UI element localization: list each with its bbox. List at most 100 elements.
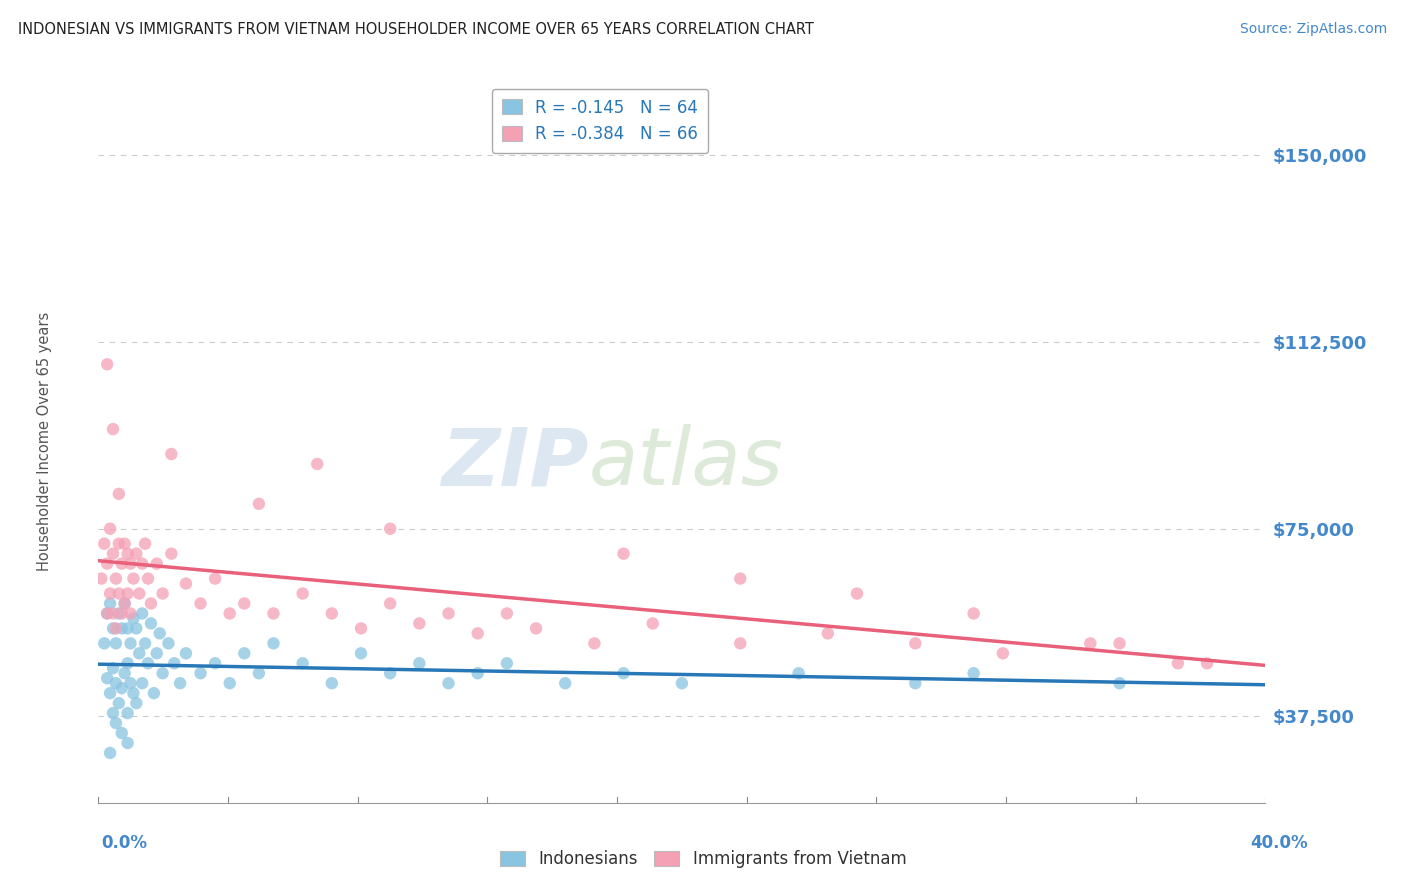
Point <box>134 636 156 650</box>
Point <box>1167 657 1189 671</box>
Point <box>96 607 118 621</box>
Point <box>524 621 547 635</box>
Point <box>117 657 139 671</box>
Point <box>111 557 134 571</box>
Point <box>730 636 752 650</box>
Point <box>96 557 118 571</box>
Point <box>437 676 460 690</box>
Point <box>174 646 197 660</box>
Point <box>962 666 984 681</box>
Point <box>134 537 156 551</box>
Point <box>98 522 121 536</box>
Point <box>160 547 183 561</box>
Point <box>152 666 174 681</box>
Point <box>139 597 162 611</box>
Point <box>114 597 136 611</box>
Point <box>169 676 191 690</box>
Point <box>104 572 127 586</box>
Legend: Indonesians, Immigrants from Vietnam: Indonesians, Immigrants from Vietnam <box>494 844 912 875</box>
Point <box>122 686 145 700</box>
Point <box>146 557 169 571</box>
Point <box>93 636 115 650</box>
Point <box>263 636 285 650</box>
Text: INDONESIAN VS IMMIGRANTS FROM VIETNAM HOUSEHOLDER INCOME OVER 65 YEARS CORRELATI: INDONESIAN VS IMMIGRANTS FROM VIETNAM HO… <box>18 22 814 37</box>
Text: 40.0%: 40.0% <box>1250 834 1308 852</box>
Point <box>111 681 134 696</box>
Point <box>380 522 402 536</box>
Point <box>321 607 343 621</box>
Point <box>120 557 142 571</box>
Point <box>218 607 240 621</box>
Point <box>291 586 314 600</box>
Point <box>96 671 118 685</box>
Point <box>204 657 226 671</box>
Point <box>190 597 212 611</box>
Point <box>146 646 169 660</box>
Point <box>120 676 142 690</box>
Point <box>104 676 127 690</box>
Point <box>408 657 430 671</box>
Point <box>120 607 142 621</box>
Point <box>152 586 174 600</box>
Point <box>108 537 131 551</box>
Point <box>125 547 148 561</box>
Text: Source: ZipAtlas.com: Source: ZipAtlas.com <box>1240 22 1388 37</box>
Point <box>101 422 124 436</box>
Point <box>846 586 869 600</box>
Point <box>114 597 136 611</box>
Point <box>96 357 118 371</box>
Y-axis label: Householder Income Over 65 years: Householder Income Over 65 years <box>37 312 52 571</box>
Point <box>247 497 270 511</box>
Point <box>90 572 112 586</box>
Point <box>98 686 121 700</box>
Point <box>350 646 373 660</box>
Point <box>111 621 134 635</box>
Point <box>817 626 839 640</box>
Point <box>496 657 519 671</box>
Point <box>554 676 576 690</box>
Point <box>104 636 127 650</box>
Point <box>139 616 162 631</box>
Point <box>991 646 1014 660</box>
Point <box>233 597 256 611</box>
Point <box>641 616 664 631</box>
Point <box>101 661 124 675</box>
Point <box>117 586 139 600</box>
Point <box>104 716 127 731</box>
Point <box>114 666 136 681</box>
Point <box>467 626 489 640</box>
Point <box>125 696 148 710</box>
Point <box>1108 676 1130 690</box>
Point <box>108 696 131 710</box>
Point <box>163 657 186 671</box>
Point <box>131 607 153 621</box>
Point <box>204 572 226 586</box>
Point <box>1080 636 1102 650</box>
Point <box>93 537 115 551</box>
Legend: R = -0.145   N = 64, R = -0.384   N = 66: R = -0.145 N = 64, R = -0.384 N = 66 <box>492 88 709 153</box>
Point <box>111 607 134 621</box>
Point <box>233 646 256 660</box>
Point <box>160 447 183 461</box>
Point <box>111 726 134 740</box>
Text: 0.0%: 0.0% <box>101 834 148 852</box>
Point <box>613 666 636 681</box>
Point <box>962 607 984 621</box>
Point <box>307 457 329 471</box>
Point <box>321 676 343 690</box>
Point <box>108 586 131 600</box>
Point <box>114 537 136 551</box>
Point <box>380 666 402 681</box>
Text: ZIP: ZIP <box>441 425 589 502</box>
Point <box>613 547 636 561</box>
Point <box>787 666 810 681</box>
Point <box>125 621 148 635</box>
Point <box>101 607 124 621</box>
Point <box>467 666 489 681</box>
Point <box>496 607 519 621</box>
Point <box>904 676 927 690</box>
Point <box>174 576 197 591</box>
Point <box>350 621 373 635</box>
Point <box>1108 636 1130 650</box>
Point <box>671 676 693 690</box>
